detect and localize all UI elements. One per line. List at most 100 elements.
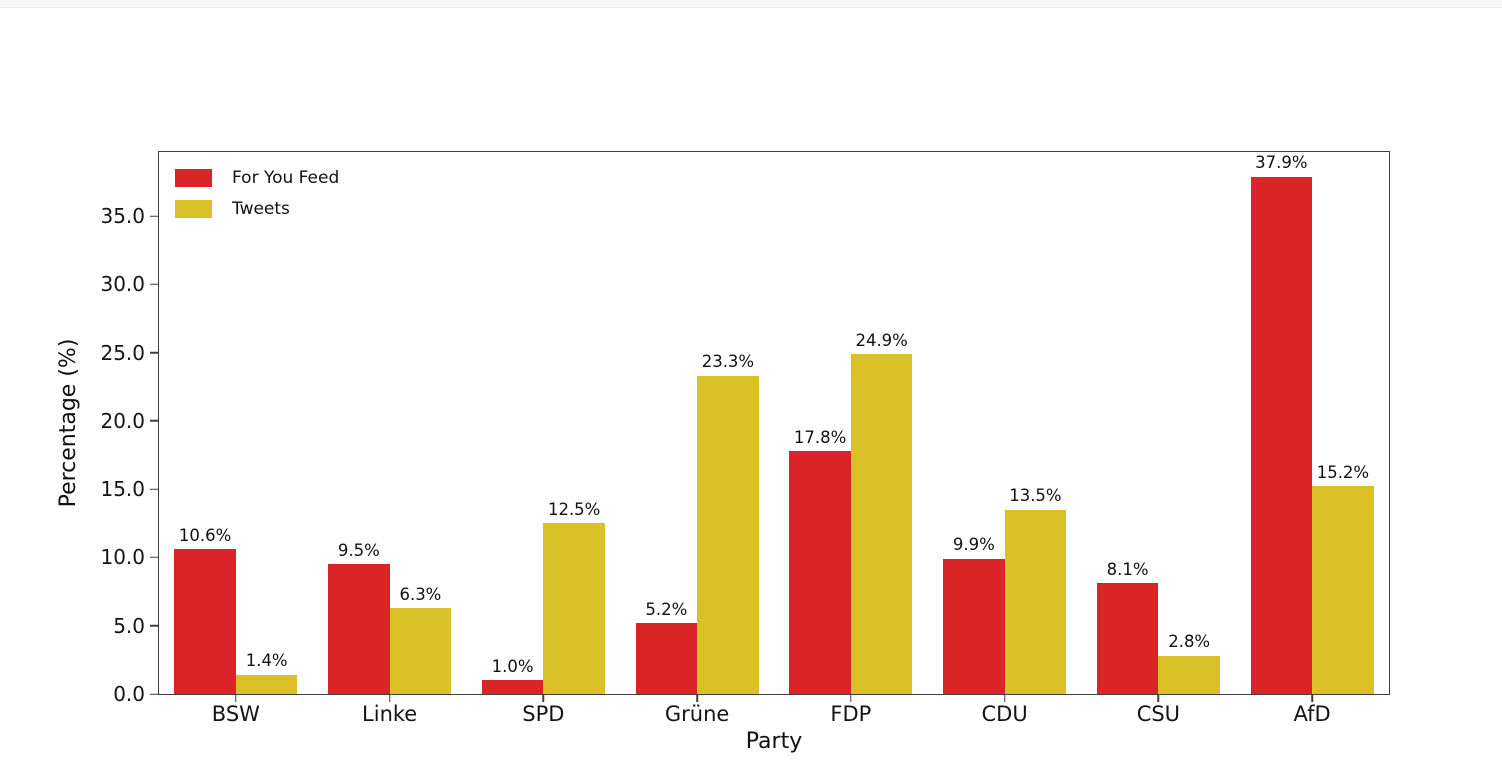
bar-tweets-Linke [389, 608, 452, 694]
bar-value-label: 5.2% [645, 599, 688, 619]
y-tick-label-0.0: 0.0 [113, 682, 145, 706]
y-tick-mark [149, 351, 158, 354]
legend-item-for-you-feed: For You Feed [175, 169, 339, 187]
bar-group-BSW: 10.6% 1.4% [174, 152, 298, 694]
bar-group-Linke: 9.5% 6.3% [328, 152, 452, 694]
bar-for-you-feed-SPD [481, 680, 544, 694]
bar-for-you-feed-FDP [789, 451, 851, 694]
bar-value-label: 8.1% [1106, 559, 1149, 579]
bar-group-Grüne: 5.2% 23.3% [635, 152, 759, 694]
y-tick-label-10.0: 10.0 [100, 545, 145, 570]
bar-slot: 1.0% [481, 152, 544, 694]
bar-slot: 9.9% [943, 152, 1005, 694]
x-axis-title: Party [745, 729, 803, 754]
y-axis-title: Percentage (%) [56, 338, 81, 508]
x-tick-mark [235, 694, 237, 702]
x-tick-label-SPD: SPD [522, 702, 565, 726]
y-tick-label-30.0: 30.0 [100, 272, 145, 297]
y-tick-mark [149, 556, 158, 559]
bar-value-label: 15.2% [1316, 462, 1370, 482]
bar-slot: 1.4% [235, 152, 298, 694]
y-tick-label-35.0: 35.0 [100, 204, 145, 229]
x-tick-label-CDU: CDU [981, 702, 1028, 726]
x-tick-label-AfD: AfD [1293, 702, 1331, 726]
bar-value-label: 10.6% [178, 525, 232, 545]
legend-swatch-red [175, 169, 212, 187]
bar-slot: 2.8% [1158, 152, 1220, 694]
bar-group-AfD: 37.9% 15.2% [1250, 152, 1374, 694]
bar-group-CSU: 8.1% 2.8% [1096, 152, 1220, 694]
y-tick-label-25.0: 25.0 [100, 340, 145, 365]
y-tick-mark [149, 283, 158, 286]
x-tick-mark [696, 694, 698, 702]
bar-value-label: 13.5% [1009, 486, 1062, 506]
bar-tweets-AfD [1312, 486, 1374, 694]
bar-for-you-feed-CSU [1096, 583, 1159, 694]
chart-legend: For You Feed Tweets [175, 169, 339, 218]
bar-slot: 15.2% [1312, 152, 1374, 694]
bar-slot: 6.3% [389, 152, 452, 694]
x-tick-label-FDP: FDP [830, 702, 872, 726]
bar-value-label: 1.4% [245, 651, 288, 671]
bar-group-CDU: 9.9% 13.5% [943, 152, 1067, 694]
bar-for-you-feed-CDU [943, 558, 1005, 694]
bar-slot: 13.5% [1004, 152, 1067, 694]
bar-slot: 10.6% [174, 152, 236, 694]
legend-swatch-gold [175, 200, 212, 218]
x-tick-label-BSW: BSW [211, 702, 260, 726]
x-tick-mark [388, 694, 391, 702]
y-tick-mark [149, 420, 158, 422]
y-tick-mark [149, 215, 158, 217]
bar-value-label: 37.9% [1255, 153, 1308, 173]
y-tick-label-20.0: 20.0 [100, 408, 145, 433]
bar-for-you-feed-AfD [1250, 176, 1313, 694]
bars-layer: 10.6% 1.4% 9.5% 6.3% 1.0% 12.5% 5.2% 23.3% 17.8%… [159, 152, 1389, 694]
bar-value-label: 9.9% [952, 535, 995, 555]
legend-label: For You Feed [232, 167, 340, 188]
y-tick-label-15.0: 15.0 [100, 477, 145, 502]
x-tick-mark [1311, 694, 1313, 702]
browser-edge-strip [0, 0, 1502, 8]
bar-tweets-CSU [1158, 655, 1220, 694]
bar-value-label: 1.0% [491, 656, 534, 676]
bar-group-SPD: 1.0% 12.5% [481, 152, 605, 694]
bar-tweets-SPD [543, 523, 605, 694]
bar-value-label: 23.3% [701, 352, 755, 372]
legend-item-tweets: Tweets [175, 200, 339, 218]
bar-tweets-FDP [850, 354, 913, 694]
bar-slot: 24.9% [850, 152, 913, 694]
bar-tweets-CDU [1004, 509, 1067, 694]
bar-value-label: 12.5% [547, 499, 601, 519]
bar-slot: 5.2% [635, 152, 698, 694]
bar-value-label: 24.9% [855, 330, 908, 350]
x-tick-mark [1157, 694, 1160, 702]
bar-slot: 37.9% [1250, 152, 1313, 694]
bar-chart-plot-area: 10.6% 1.4% 9.5% 6.3% 1.0% 12.5% 5.2% 23.3% 17.8%… [56, 151, 1390, 753]
x-tick-label-Linke: Linke [362, 702, 418, 726]
bar-value-label: 9.5% [337, 540, 380, 560]
bar-for-you-feed-BSW [174, 549, 236, 694]
x-tick-mark [1003, 694, 1006, 702]
bar-slot: 9.5% [328, 152, 390, 694]
bar-value-label: 2.8% [1168, 632, 1211, 652]
y-tick-mark [149, 625, 158, 627]
y-tick-label-5.0: 5.0 [113, 613, 145, 638]
bar-slot: 8.1% [1096, 152, 1159, 694]
bar-group-FDP: 17.8% 24.9% [789, 152, 913, 694]
bar-tweets-BSW [235, 674, 298, 694]
x-tick-mark [542, 694, 545, 702]
x-tick-label-Grüne: Grüne [664, 702, 730, 726]
bar-slot: 12.5% [543, 152, 605, 694]
y-tick-mark [149, 488, 158, 490]
bar-for-you-feed-Grüne [635, 623, 698, 694]
legend-label: Tweets [232, 198, 290, 219]
bar-for-you-feed-Linke [328, 564, 390, 694]
x-tick-label-CSU: CSU [1136, 702, 1181, 726]
y-tick-mark [149, 693, 158, 695]
bar-slot: 17.8% [789, 152, 851, 694]
x-tick-mark [850, 694, 852, 702]
bar-value-label: 17.8% [793, 427, 847, 447]
bar-value-label: 6.3% [399, 584, 442, 604]
bar-tweets-Grüne [697, 375, 759, 694]
